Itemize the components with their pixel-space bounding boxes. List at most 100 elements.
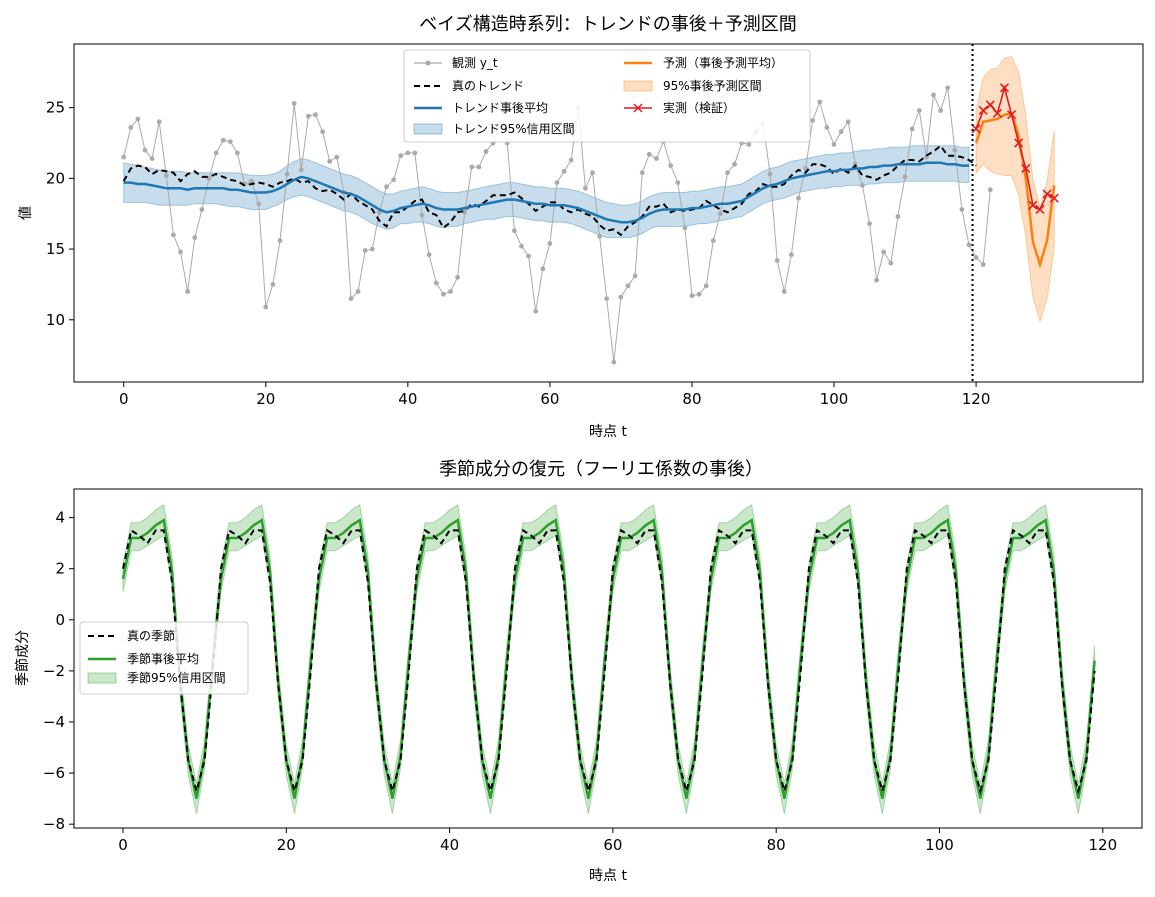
observed-point	[803, 166, 808, 171]
observed-point	[320, 129, 325, 135]
seasonal-y-tick-label: −8	[43, 815, 65, 833]
seasonal-legend-box	[79, 621, 249, 695]
trend-bands	[123, 56, 1055, 323]
legend-label-true-trend: 真のトレンド	[452, 79, 524, 93]
trend-x-tick-label: 100	[820, 390, 849, 408]
legend-label-trend-mean: トレンド事後平均	[452, 101, 548, 115]
seasonal-y-tick-label: −4	[43, 713, 65, 731]
observed-point	[462, 209, 468, 215]
trend-lines	[121, 85, 1056, 365]
observed-point	[334, 154, 340, 160]
observed-point	[938, 108, 943, 113]
forecast-mean-line	[974, 111, 1056, 269]
observed-point	[270, 282, 276, 287]
actual-point	[1007, 110, 1017, 120]
legend-item-true-seasonal: 真の季節	[88, 628, 175, 643]
observed-point	[284, 171, 290, 177]
observed-point	[163, 173, 169, 178]
legend-item-observed: 観測 y_t	[414, 56, 498, 70]
legend-label-seasonal-band: 季節95%信用区間	[127, 670, 226, 685]
legend-label-true-seasonal: 真の季節	[127, 628, 175, 643]
seasonal-plot-frame	[73, 488, 1143, 829]
seasonal-x-axis-label: 時点 t	[589, 868, 627, 884]
observed-point	[746, 142, 752, 147]
actual-point	[1035, 204, 1045, 215]
trend-y-tick-label: 15	[46, 240, 65, 258]
observed-point	[831, 142, 837, 147]
observed-point	[611, 359, 617, 365]
observed-point	[533, 308, 539, 314]
actual-point	[992, 108, 1002, 118]
observed-point	[895, 214, 901, 219]
observed-point	[838, 129, 844, 135]
legend-label-actual: 実測（検証）	[663, 100, 735, 115]
observed-point	[966, 242, 972, 248]
trend-x-tick-label: 40	[398, 390, 417, 408]
trend-markers	[971, 83, 1059, 215]
observed-point	[696, 291, 702, 297]
observed-point	[227, 139, 233, 145]
trend-x-axis-label: 時点 t	[589, 424, 627, 440]
observed-point	[568, 157, 574, 163]
trend-legend: 観測 y_t 真のトレンド トレンド事後平均 トレンド95%信用区間 予測（事後…	[403, 49, 811, 143]
observed-point	[945, 85, 951, 91]
observed-point	[135, 116, 141, 122]
trend-x-tick-label: 80	[682, 390, 701, 408]
observed-point	[441, 291, 446, 297]
observed-point	[902, 174, 908, 180]
seasonal-x-tick-label: 20	[277, 836, 296, 854]
observed-point	[590, 170, 595, 176]
observed-point	[597, 233, 602, 239]
observed-point	[689, 293, 695, 299]
observed-point	[973, 255, 979, 260]
observed-point	[448, 289, 453, 294]
observed-point	[313, 112, 318, 118]
observed-point	[419, 212, 425, 218]
observed-point	[249, 178, 255, 184]
trend-plot-frame	[73, 43, 1144, 383]
observed-point	[682, 225, 688, 231]
seasonal-y-tick-label: 4	[55, 509, 65, 527]
actual-point	[985, 100, 995, 110]
observed-point	[710, 238, 716, 244]
trend-legend-box	[403, 49, 811, 143]
observed-point	[206, 176, 212, 181]
observed-point	[185, 289, 191, 294]
seasonal-y-tick-label: −2	[43, 662, 65, 680]
observed-point	[348, 296, 354, 301]
trend-y-tick-label: 25	[46, 99, 65, 117]
observed-point	[888, 260, 894, 266]
seasonal-y-tick-label: −6	[43, 764, 65, 782]
trend-chart-title: ベイズ構造時系列：トレンドの事後＋予測区間	[419, 14, 796, 35]
observed-point	[291, 101, 297, 106]
seasonal-y-tick-label: 2	[55, 560, 65, 578]
legend-item-trend-band: トレンド95%信用区間	[413, 122, 575, 136]
observed-point	[412, 150, 418, 156]
legend-item-trend-mean: トレンド事後平均	[414, 101, 548, 115]
observed-point	[369, 246, 375, 252]
trend-x-tick-label: 0	[119, 390, 129, 408]
observed-point	[646, 151, 652, 157]
observed-point	[391, 177, 396, 183]
observed-point	[547, 241, 553, 246]
seasonal-y-axis-label: 季節成分	[14, 630, 31, 686]
observed-point	[213, 150, 219, 156]
observed-point	[632, 273, 638, 279]
seasonal-y-ticks: −8 −6 −4 −2 0 2 4	[43, 509, 74, 833]
observed-point	[277, 238, 283, 244]
trend-x-ticks: 0 20 40 60 80 100 120	[119, 382, 990, 408]
observed-point	[718, 211, 723, 217]
observed-point	[725, 170, 730, 176]
observed-point	[654, 156, 659, 162]
observed-point	[860, 183, 865, 188]
observed-point	[512, 228, 517, 234]
trend-band-area	[123, 145, 970, 239]
observed-point	[178, 249, 183, 255]
observed-point	[874, 277, 879, 283]
legend-label-trend-band: トレンド95%信用区間	[452, 122, 575, 136]
observed-point	[774, 258, 780, 263]
observed-point	[625, 283, 631, 289]
observed-point	[767, 171, 773, 177]
